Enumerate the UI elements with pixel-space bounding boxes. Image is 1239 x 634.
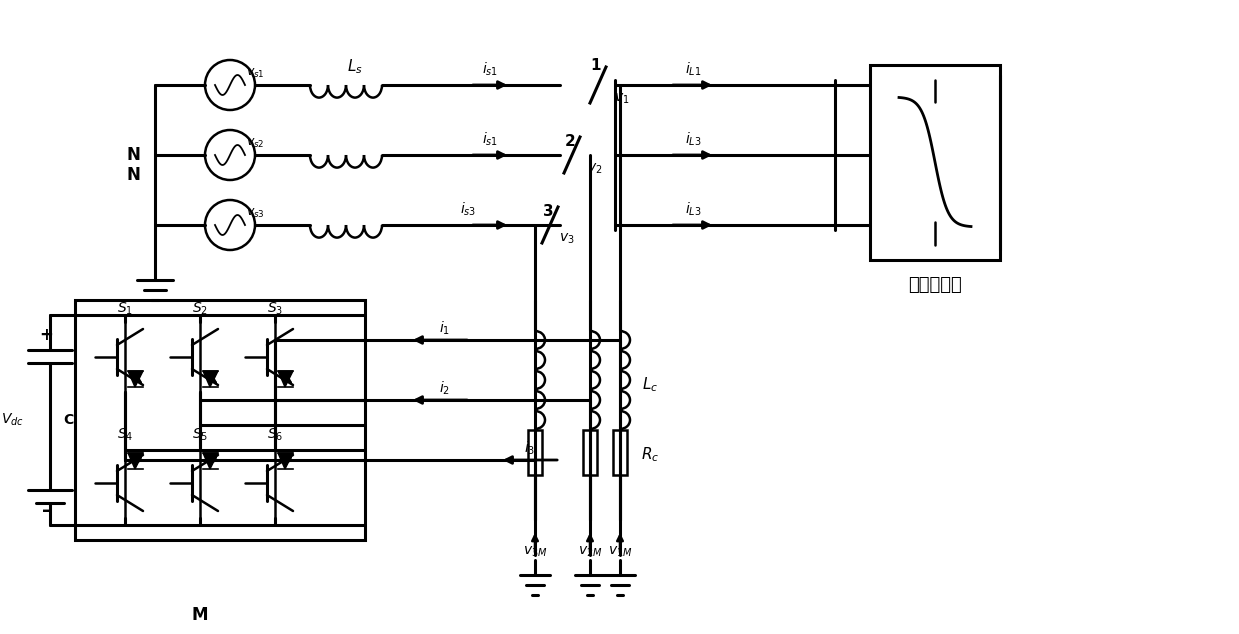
Text: 1: 1: [591, 58, 601, 72]
Text: $L_c$: $L_c$: [642, 376, 658, 394]
Polygon shape: [278, 453, 292, 469]
Text: $v_1$: $v_1$: [615, 92, 629, 107]
Bar: [76, 300, 366, 540]
Text: C: C: [63, 413, 73, 427]
Text: 2: 2: [565, 134, 575, 148]
Text: N: N: [126, 166, 140, 184]
Text: $i_{L3}$: $i_{L3}$: [685, 131, 701, 148]
Polygon shape: [278, 371, 292, 387]
Bar: [584, 430, 597, 475]
Text: $i_{s1}$: $i_{s1}$: [482, 60, 498, 78]
Text: M: M: [192, 606, 208, 624]
Text: $v_{1M}$: $v_{1M}$: [607, 545, 632, 559]
Text: $S_6$: $S_6$: [266, 427, 284, 443]
Text: 非线性负载: 非线性负载: [908, 276, 961, 294]
Text: $S_4$: $S_4$: [116, 427, 133, 443]
Text: $v_{s3}$: $v_{s3}$: [245, 207, 264, 219]
Text: $v_{s2}$: $v_{s2}$: [245, 136, 264, 150]
Polygon shape: [203, 453, 218, 469]
Polygon shape: [128, 371, 142, 387]
Bar: [870, 65, 1000, 260]
Text: $v_3$: $v_3$: [559, 232, 575, 246]
Text: $S_1$: $S_1$: [116, 301, 133, 317]
Text: $v_{3M}$: $v_{3M}$: [523, 545, 548, 559]
Text: $i_{L3}$: $i_{L3}$: [685, 200, 701, 217]
Text: $v_{s1}$: $v_{s1}$: [245, 67, 264, 79]
Bar: [613, 430, 627, 475]
Text: N: N: [126, 146, 140, 164]
Text: $S_3$: $S_3$: [266, 301, 282, 317]
Text: $R_c$: $R_c$: [641, 446, 659, 464]
Text: +: +: [40, 326, 53, 344]
Text: $S_5$: $S_5$: [192, 427, 208, 443]
Text: $i_{L1}$: $i_{L1}$: [685, 60, 701, 78]
Text: 3: 3: [543, 204, 554, 219]
Text: $S_2$: $S_2$: [192, 301, 208, 317]
Text: $i_{s1}$: $i_{s1}$: [482, 131, 498, 148]
Polygon shape: [128, 453, 142, 469]
Polygon shape: [203, 371, 218, 387]
Text: $i_{s3}$: $i_{s3}$: [460, 200, 476, 217]
Text: -: -: [42, 500, 50, 519]
Text: $i_3$: $i_3$: [524, 439, 535, 456]
Text: $V_{dc}$: $V_{dc}$: [0, 412, 24, 428]
Bar: [528, 430, 541, 475]
Text: $i_1$: $i_1$: [440, 320, 451, 337]
Text: $v_{2M}$: $v_{2M}$: [577, 545, 602, 559]
Text: $i_2$: $i_2$: [440, 379, 451, 397]
Text: $v_2$: $v_2$: [587, 162, 602, 176]
Text: $L_s$: $L_s$: [347, 58, 363, 76]
